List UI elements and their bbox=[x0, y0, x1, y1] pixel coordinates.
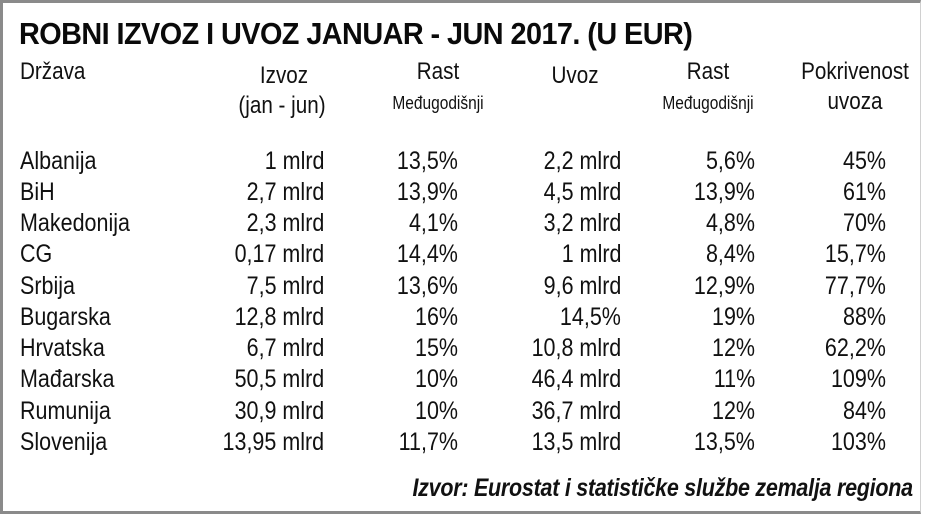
cell-import-growth: 12% bbox=[711, 334, 755, 362]
cell-import-growth: 12% bbox=[711, 397, 755, 425]
cell-export: 12,8 mlrd bbox=[234, 303, 324, 331]
cell-coverage: 45% bbox=[842, 147, 886, 175]
cell-coverage: 77,7% bbox=[825, 272, 886, 300]
table-row: CG 0,17 mlrd 14,4% 1 mlrd 8,4% 15,7% bbox=[0, 239, 925, 270]
cell-import: 10,8 mlrd bbox=[531, 334, 621, 362]
cell-import: 2,2 mlrd bbox=[543, 147, 621, 175]
header-country: Država bbox=[20, 58, 86, 85]
header-export-growth-sub: Međugodišnji bbox=[392, 93, 484, 113]
cell-export-growth: 15% bbox=[414, 334, 458, 362]
cell-coverage: 88% bbox=[842, 303, 886, 331]
table-row: Hrvatska 6,7 mlrd 15% 10,8 mlrd 12% 62,2… bbox=[0, 333, 925, 364]
cell-import-growth: 12,9% bbox=[694, 272, 755, 300]
cell-country: CG bbox=[20, 240, 53, 268]
cell-country: Makedonija bbox=[20, 209, 130, 237]
cell-import: 9,6 mlrd bbox=[543, 272, 621, 300]
cell-export: 30,9 mlrd bbox=[234, 397, 324, 425]
cell-coverage: 70% bbox=[842, 209, 886, 237]
cell-import: 3,2 mlrd bbox=[543, 209, 621, 237]
table-row: Mađarska 50,5 mlrd 10% 46,4 mlrd 11% 109… bbox=[0, 364, 925, 395]
cell-coverage: 62,2% bbox=[825, 334, 886, 362]
cell-export-growth: 14,4% bbox=[397, 240, 458, 268]
cell-import: 4,5 mlrd bbox=[543, 178, 621, 206]
cell-export: 13,95 mlrd bbox=[222, 428, 324, 456]
header-import-growth: Rast bbox=[686, 58, 730, 85]
cell-import: 1 mlrd bbox=[561, 240, 621, 268]
cell-country: Srbija bbox=[20, 272, 75, 300]
cell-export: 2,7 mlrd bbox=[246, 178, 324, 206]
cell-country: BiH bbox=[20, 178, 55, 206]
cell-import: 46,4 mlrd bbox=[531, 365, 621, 393]
cell-export-growth: 16% bbox=[414, 303, 458, 331]
header-export-sub: (jan - jun) bbox=[238, 92, 326, 119]
table-row: Albanija 1 mlrd 13,5% 2,2 mlrd 5,6% 45% bbox=[0, 146, 925, 177]
cell-export-growth: 10% bbox=[414, 365, 458, 393]
cell-coverage: 109% bbox=[831, 365, 886, 393]
cell-coverage: 61% bbox=[842, 178, 886, 206]
cell-country: Mađarska bbox=[20, 365, 115, 393]
table-row: Makedonija 2,3 mlrd 4,1% 3,2 mlrd 4,8% 7… bbox=[0, 208, 925, 239]
cell-coverage: 103% bbox=[831, 428, 886, 456]
cell-import: 36,7 mlrd bbox=[531, 397, 621, 425]
cell-import-growth: 4,8% bbox=[705, 209, 755, 237]
header-import-growth-sub: Međugodišnji bbox=[662, 93, 754, 113]
cell-import-growth: 13,9% bbox=[694, 178, 755, 206]
cell-export-growth: 10% bbox=[414, 397, 458, 425]
cell-export: 0,17 mlrd bbox=[234, 240, 324, 268]
table-row: BiH 2,7 mlrd 13,9% 4,5 mlrd 13,9% 61% bbox=[0, 177, 925, 208]
header-coverage: Pokrivenost bbox=[801, 58, 909, 85]
cell-export-growth: 13,9% bbox=[397, 178, 458, 206]
table-row: Slovenija 13,95 mlrd 11,7% 13,5 mlrd 13,… bbox=[0, 427, 925, 458]
cell-country: Rumunija bbox=[20, 397, 111, 425]
cell-import-growth: 8,4% bbox=[705, 240, 755, 268]
table-row: Srbija 7,5 mlrd 13,6% 9,6 mlrd 12,9% 77,… bbox=[0, 271, 925, 302]
cell-export: 6,7 mlrd bbox=[246, 334, 324, 362]
cell-import-growth: 11% bbox=[713, 365, 755, 393]
table-title: ROBNI IZVOZ I UVOZ JANUAR - JUN 2017. (U… bbox=[19, 16, 693, 51]
cell-export: 1 mlrd bbox=[264, 147, 324, 175]
cell-import-growth: 5,6% bbox=[705, 147, 755, 175]
cell-country: Hrvatska bbox=[20, 334, 105, 362]
header-export-growth: Rast bbox=[416, 58, 460, 85]
cell-import-growth: 19% bbox=[711, 303, 755, 331]
source-note: Izvor: Eurostat i statističke službe zem… bbox=[412, 474, 914, 502]
cell-export: 50,5 mlrd bbox=[234, 365, 324, 393]
cell-import: 13,5 mlrd bbox=[531, 428, 621, 456]
cell-country: Slovenija bbox=[20, 428, 108, 456]
header-import: Uvoz bbox=[551, 62, 599, 89]
cell-export: 7,5 mlrd bbox=[246, 272, 324, 300]
header-coverage-sub: uvoza bbox=[827, 88, 883, 115]
table-row: Bugarska 12,8 mlrd 16% 14,5% 19% 88% bbox=[0, 302, 925, 333]
cell-export: 2,3 mlrd bbox=[246, 209, 324, 237]
cell-export-growth: 11,7% bbox=[398, 428, 458, 456]
table-row: Rumunija 30,9 mlrd 10% 36,7 mlrd 12% 84% bbox=[0, 396, 925, 427]
cell-coverage: 84% bbox=[842, 397, 886, 425]
cell-country: Bugarska bbox=[20, 303, 111, 331]
cell-export-growth: 13,6% bbox=[397, 272, 458, 300]
cell-import-growth: 13,5% bbox=[694, 428, 755, 456]
cell-country: Albanija bbox=[20, 147, 97, 175]
cell-export-growth: 13,5% bbox=[397, 147, 458, 175]
cell-import: 14,5% bbox=[560, 303, 621, 331]
header-export: Izvoz bbox=[259, 62, 309, 89]
cell-coverage: 15,7% bbox=[825, 240, 886, 268]
cell-export-growth: 4,1% bbox=[408, 209, 458, 237]
